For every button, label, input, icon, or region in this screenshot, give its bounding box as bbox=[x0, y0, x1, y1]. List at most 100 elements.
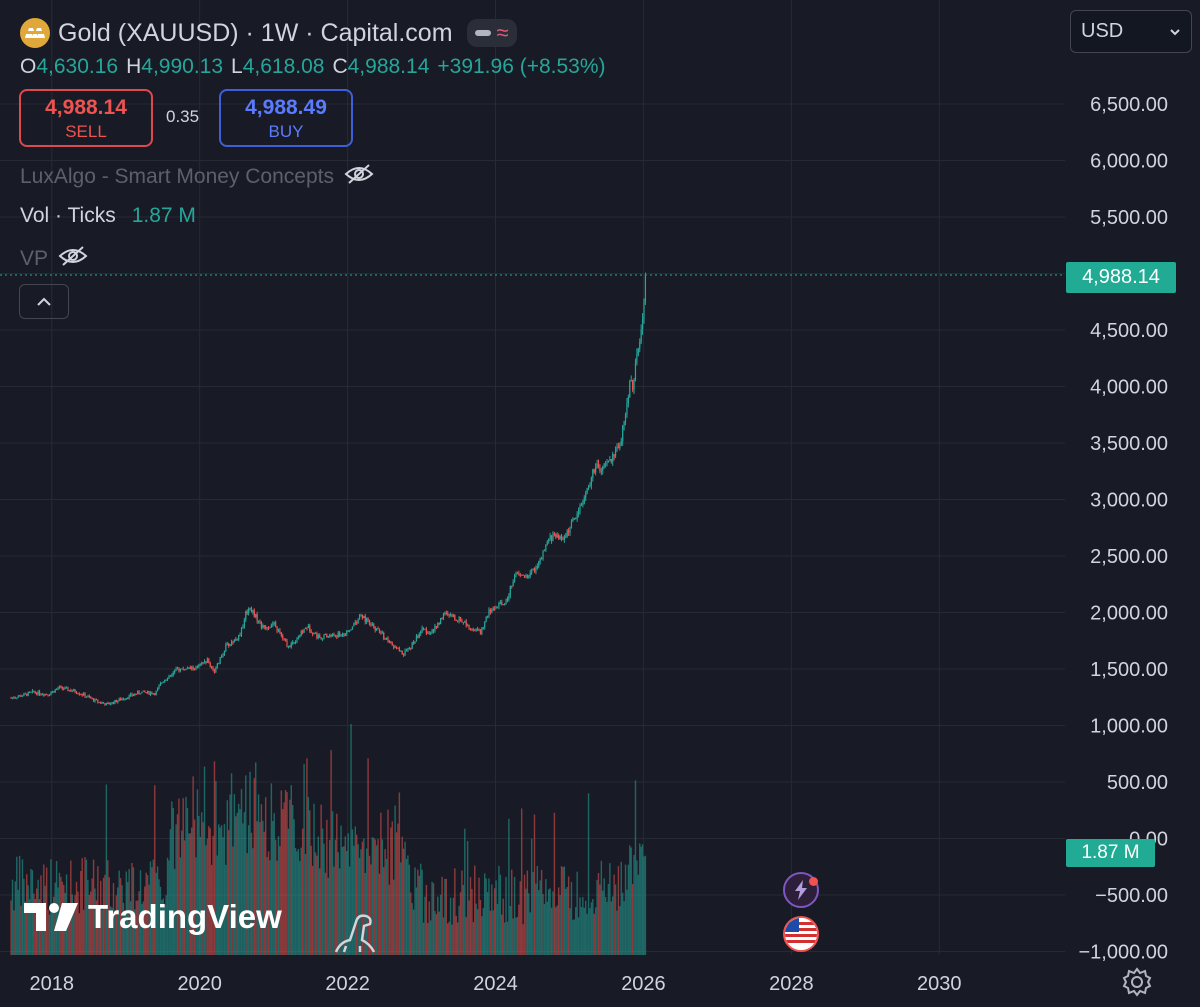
us-flag-event-icon[interactable] bbox=[783, 916, 819, 952]
candle-body bbox=[553, 533, 556, 535]
volume-bar bbox=[267, 851, 270, 955]
candle-body bbox=[166, 678, 169, 680]
volume-bar bbox=[569, 908, 571, 955]
eye-hidden-icon[interactable] bbox=[58, 245, 88, 273]
price-tick-label: 4,000.00 bbox=[1090, 377, 1168, 399]
candle-body bbox=[484, 621, 486, 628]
candle-body bbox=[24, 693, 26, 695]
candle-body bbox=[348, 630, 351, 632]
candle-body bbox=[218, 663, 220, 665]
volume-bar bbox=[225, 864, 227, 955]
low-value: 4,618.08 bbox=[242, 55, 325, 78]
volume-bar bbox=[388, 884, 391, 955]
candle-body bbox=[629, 381, 631, 398]
sell-button[interactable]: 4,988.14 SELL bbox=[19, 89, 153, 147]
candle-body bbox=[447, 613, 449, 615]
volume-bar bbox=[415, 887, 418, 955]
candle-body bbox=[640, 329, 642, 343]
tradingview-watermark[interactable]: TradingView bbox=[24, 898, 282, 936]
indicator-volume[interactable]: Vol · Ticks 1.87 M bbox=[20, 204, 196, 228]
volume-bar bbox=[451, 924, 453, 955]
volume-bar bbox=[357, 844, 359, 955]
candle-body bbox=[193, 669, 196, 671]
volume-bar bbox=[515, 917, 517, 955]
volume-bar bbox=[195, 857, 197, 955]
candle-body bbox=[259, 621, 261, 623]
volume-bar bbox=[20, 905, 22, 955]
candle-body bbox=[252, 610, 254, 613]
candle-body bbox=[172, 672, 174, 676]
candle-body bbox=[401, 650, 403, 655]
candle-body bbox=[34, 691, 36, 693]
candle-body bbox=[559, 535, 561, 540]
candle-body bbox=[17, 696, 19, 698]
candle-body bbox=[30, 691, 32, 693]
indicator-toggle-pill[interactable]: ≈ bbox=[466, 19, 517, 47]
candle-body bbox=[525, 575, 527, 577]
volume-bar bbox=[182, 798, 184, 955]
candle-body bbox=[491, 609, 493, 613]
candle-body bbox=[184, 669, 186, 671]
volume-bar bbox=[41, 912, 44, 955]
volume-bar bbox=[587, 793, 590, 955]
volume-bar bbox=[341, 847, 344, 955]
volume-bar bbox=[472, 922, 475, 955]
candle-body bbox=[368, 620, 371, 625]
candle-body bbox=[220, 655, 223, 657]
candle-body bbox=[304, 627, 307, 629]
volume-bar bbox=[525, 888, 527, 955]
symbol-header[interactable]: Gold (XAUUSD) · 1W · Capital.com ≈ bbox=[20, 14, 517, 52]
candle-body bbox=[117, 700, 119, 703]
volume-bar bbox=[586, 913, 588, 955]
indicator-smc[interactable]: LuxAlgo - Smart Money Concepts bbox=[20, 163, 374, 191]
volume-bar bbox=[179, 857, 182, 955]
symbol-title[interactable]: Gold (XAUUSD) · 1W · Capital.com bbox=[58, 18, 453, 47]
candle-body bbox=[502, 604, 504, 606]
volume-bar bbox=[124, 910, 126, 955]
candle-body bbox=[602, 466, 604, 471]
volume-bar bbox=[421, 869, 423, 955]
volume-bar bbox=[438, 911, 440, 955]
buy-button[interactable]: 4,988.49 BUY bbox=[219, 89, 353, 147]
volume-bar bbox=[81, 858, 83, 955]
volume-bar bbox=[478, 877, 480, 955]
lightning-event-icon[interactable] bbox=[783, 872, 819, 908]
price-candles bbox=[10, 272, 647, 706]
volume-bar bbox=[51, 910, 54, 955]
volume-bar bbox=[270, 783, 273, 955]
candle-body bbox=[515, 573, 517, 576]
volume-bar bbox=[262, 820, 264, 955]
candle-body bbox=[320, 637, 322, 639]
eye-hidden-icon[interactable] bbox=[344, 163, 374, 191]
candle-body bbox=[599, 467, 601, 472]
currency-select[interactable]: USD bbox=[1070, 10, 1192, 53]
candle-body bbox=[297, 637, 299, 640]
candle-body bbox=[260, 622, 263, 628]
volume-bar bbox=[609, 863, 611, 955]
candle-body bbox=[46, 693, 48, 695]
volume-bar bbox=[304, 853, 307, 955]
gold-logo-icon bbox=[20, 18, 50, 48]
volume-bar bbox=[539, 880, 541, 955]
settings-gear-icon[interactable] bbox=[1120, 965, 1154, 999]
candle-body bbox=[165, 679, 167, 681]
candle-body bbox=[313, 633, 315, 635]
candle-body bbox=[178, 668, 180, 671]
volume-bar bbox=[488, 878, 490, 955]
collapse-legend-button[interactable] bbox=[19, 284, 69, 319]
price-axis[interactable]: 6,500.006,000.005,500.005,000.004,500.00… bbox=[1078, 94, 1168, 964]
candle-body bbox=[65, 687, 68, 689]
candle-body bbox=[13, 697, 15, 699]
time-tick-label: 2024 bbox=[473, 973, 518, 995]
time-tick-label: 2028 bbox=[769, 973, 814, 995]
indicator-vp[interactable]: VP bbox=[20, 245, 88, 273]
volume-bar bbox=[511, 869, 513, 955]
time-axis[interactable]: 2018 2020 2022 2024 2026 2028 2030 bbox=[30, 973, 962, 995]
candle-body bbox=[568, 530, 570, 533]
volume-bar bbox=[317, 836, 320, 955]
price-tick-label: 1,500.00 bbox=[1090, 659, 1168, 681]
volume-bar bbox=[218, 824, 220, 955]
volume-bar bbox=[334, 839, 337, 955]
candle-body bbox=[627, 397, 629, 404]
